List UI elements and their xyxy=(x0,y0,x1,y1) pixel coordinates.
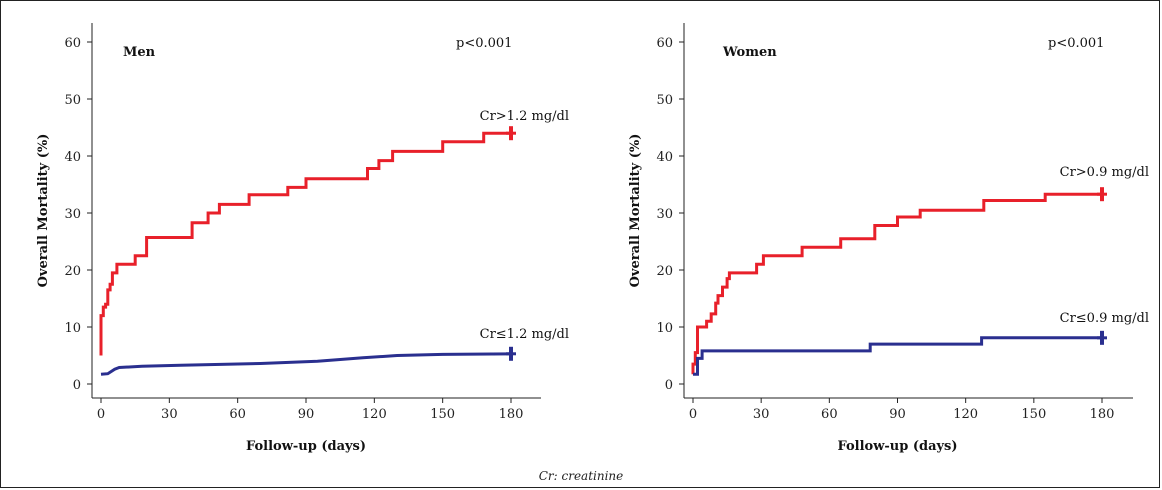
y-axis-title: Overall Mortality (%) xyxy=(36,134,51,288)
y-tick-label: 0 xyxy=(73,378,81,393)
series-label: Cr>0.9 mg/dl xyxy=(1060,165,1149,180)
x-tick-label: 90 xyxy=(298,407,315,422)
x-tick-label: 180 xyxy=(1090,407,1115,422)
series-line-0 xyxy=(691,192,1102,375)
series-line-1 xyxy=(693,336,1102,376)
y-tick-label: 50 xyxy=(656,93,673,108)
y-tick-label: 10 xyxy=(64,321,81,336)
x-tick-label: 0 xyxy=(97,407,105,422)
series-label: Cr>1.2 mg/dl xyxy=(480,109,569,124)
y-tick-label: 60 xyxy=(64,36,81,51)
footnote: Cr: creatinine xyxy=(538,469,624,483)
x-axis-title: Follow-up (days) xyxy=(837,439,957,454)
y-axis-title: Overall Mortality (%) xyxy=(628,134,643,288)
x-tick-label: 30 xyxy=(161,407,178,422)
p-value-label: p<0.001 xyxy=(456,36,512,51)
chart-panel-men: 0 10 20 30 40 50 60 0 30 60 90 120 150 180 Follow-up (… xyxy=(36,23,569,454)
y-tick-label: 20 xyxy=(656,264,673,279)
figure-svg: 0 10 20 30 40 50 60 0 30 60 90 120 150 180 Follow-up (… xyxy=(36,23,1149,454)
y-tick-label: 60 xyxy=(656,36,673,51)
y-tick-label: 30 xyxy=(656,207,673,222)
p-value-label: p<0.001 xyxy=(1048,36,1104,51)
series-label: Cr≤1.2 mg/dl xyxy=(480,327,569,342)
y-tick-label: 0 xyxy=(665,378,673,393)
x-tick-label: 60 xyxy=(229,407,246,422)
x-tick-label: 150 xyxy=(430,407,455,422)
x-axis-title: Follow-up (days) xyxy=(246,439,366,454)
x-tick-label: 120 xyxy=(362,407,387,422)
group-label: Men xyxy=(123,45,156,60)
series-line-0 xyxy=(99,131,511,356)
y-tick-label: 20 xyxy=(64,264,81,279)
y-tick-label: 40 xyxy=(656,150,673,165)
x-tick-label: 30 xyxy=(753,407,770,422)
x-tick-label: 0 xyxy=(689,407,697,422)
y-tick-label: 30 xyxy=(64,207,81,222)
y-tick-label: 50 xyxy=(64,93,81,108)
x-tick-label: 180 xyxy=(499,407,524,422)
y-tick-label: 10 xyxy=(656,321,673,336)
x-tick-label: 150 xyxy=(1021,407,1046,422)
group-label: Women xyxy=(722,45,777,60)
x-tick-label: 60 xyxy=(821,407,838,422)
y-tick-label: 40 xyxy=(64,150,81,165)
x-tick-label: 120 xyxy=(953,407,978,422)
chart-panel-women: 0 10 20 30 40 50 60 0 30 60 90 120 150 180 Follow-up (… xyxy=(628,23,1149,454)
series-line-1 xyxy=(100,352,512,376)
x-tick-label: 90 xyxy=(889,407,906,422)
series-label: Cr≤0.9 mg/dl xyxy=(1060,311,1149,326)
